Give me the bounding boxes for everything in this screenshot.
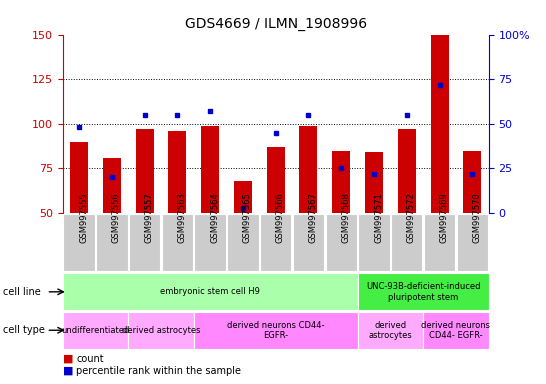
Bar: [136, 129, 154, 213]
FancyBboxPatch shape: [63, 312, 128, 349]
FancyBboxPatch shape: [96, 214, 128, 271]
Bar: [463, 151, 482, 213]
Text: derived neurons CD44-
EGFR-: derived neurons CD44- EGFR-: [227, 321, 324, 340]
Text: GSM997572: GSM997572: [407, 192, 416, 243]
Text: GSM997570: GSM997570: [472, 192, 481, 243]
FancyBboxPatch shape: [293, 214, 324, 271]
Text: GSM997567: GSM997567: [308, 192, 317, 243]
Text: cell line: cell line: [3, 287, 40, 297]
Bar: [168, 131, 187, 213]
Text: UNC-93B-deficient-induced
pluripotent stem: UNC-93B-deficient-induced pluripotent st…: [366, 282, 480, 301]
Text: GSM997566: GSM997566: [276, 192, 284, 243]
Bar: [201, 126, 219, 213]
Bar: [332, 151, 351, 213]
Bar: [397, 129, 416, 213]
Text: derived astrocytes: derived astrocytes: [122, 326, 200, 335]
Text: embryonic stem cell H9: embryonic stem cell H9: [161, 287, 260, 296]
Text: GDS4669 / ILMN_1908996: GDS4669 / ILMN_1908996: [185, 17, 367, 31]
FancyBboxPatch shape: [423, 312, 489, 349]
Bar: [234, 181, 252, 213]
FancyBboxPatch shape: [194, 312, 358, 349]
Text: cell type: cell type: [3, 325, 45, 335]
FancyBboxPatch shape: [227, 214, 259, 271]
FancyBboxPatch shape: [63, 273, 358, 310]
Text: GSM997563: GSM997563: [177, 192, 186, 243]
Text: ■: ■: [63, 366, 73, 376]
FancyBboxPatch shape: [358, 312, 423, 349]
FancyBboxPatch shape: [194, 214, 226, 271]
Text: percentile rank within the sample: percentile rank within the sample: [76, 366, 241, 376]
Text: count: count: [76, 354, 104, 364]
Bar: [299, 126, 317, 213]
FancyBboxPatch shape: [325, 214, 357, 271]
Text: GSM997568: GSM997568: [341, 192, 350, 243]
Bar: [103, 158, 121, 213]
Text: GSM997565: GSM997565: [243, 192, 252, 243]
Text: GSM997571: GSM997571: [374, 192, 383, 243]
Bar: [430, 35, 449, 213]
Bar: [70, 142, 88, 213]
Text: GSM997556: GSM997556: [112, 192, 121, 243]
FancyBboxPatch shape: [129, 214, 161, 271]
Text: GSM997557: GSM997557: [145, 192, 153, 243]
Text: GSM997555: GSM997555: [79, 192, 88, 243]
FancyBboxPatch shape: [260, 214, 292, 271]
Text: undifferentiated: undifferentiated: [61, 326, 130, 335]
Text: GSM997569: GSM997569: [440, 192, 448, 243]
FancyBboxPatch shape: [358, 273, 489, 310]
Text: derived neurons
CD44- EGFR-: derived neurons CD44- EGFR-: [422, 321, 490, 340]
FancyBboxPatch shape: [391, 214, 423, 271]
Text: derived
astrocytes: derived astrocytes: [369, 321, 412, 340]
FancyBboxPatch shape: [456, 214, 488, 271]
FancyBboxPatch shape: [358, 214, 390, 271]
FancyBboxPatch shape: [162, 214, 193, 271]
Text: ■: ■: [63, 354, 73, 364]
Bar: [266, 147, 285, 213]
FancyBboxPatch shape: [424, 214, 455, 271]
Bar: [365, 152, 383, 213]
Text: GSM997564: GSM997564: [210, 192, 219, 243]
FancyBboxPatch shape: [63, 214, 95, 271]
FancyBboxPatch shape: [128, 312, 194, 349]
